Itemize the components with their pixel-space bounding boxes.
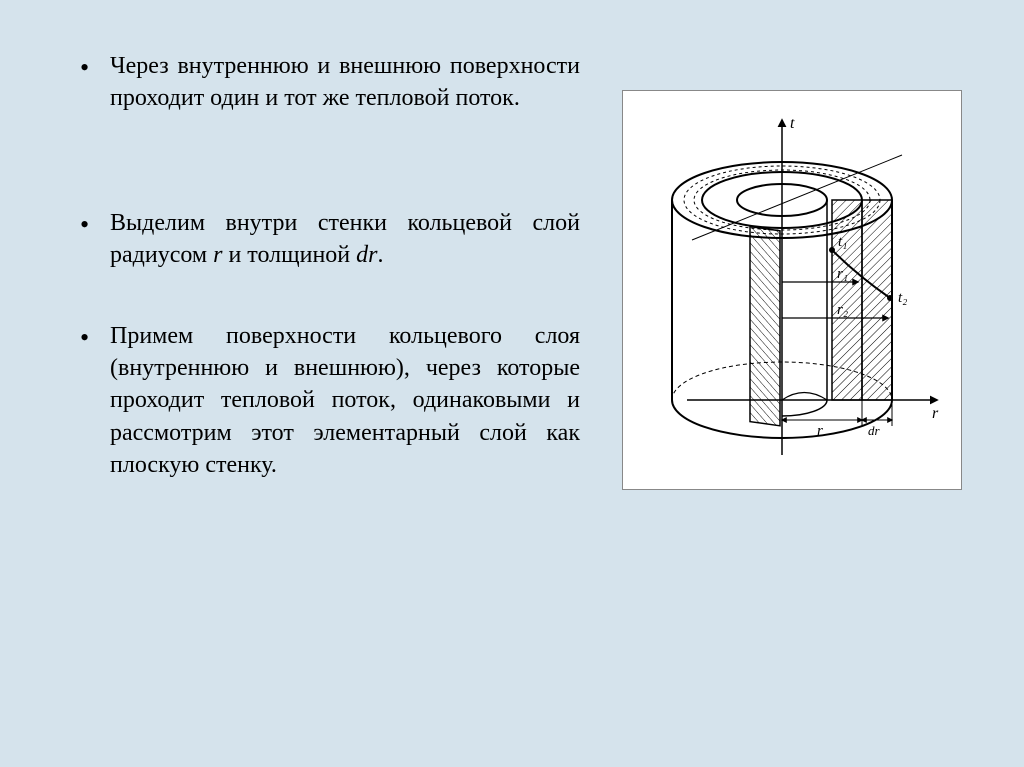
bullet-text-1: Через внутреннюю и внешнюю поверхности п…	[110, 53, 580, 111]
label-t2: t₂	[898, 290, 907, 306]
axis-label-t: t	[790, 115, 795, 132]
bullet-text-2: Выделим внутри стенки кольцевой слой рад…	[110, 210, 580, 268]
cylinder-diagram-icon: t r t₁ t₂ r₁ r₂ r	[632, 100, 952, 480]
label-r1: r₁	[837, 266, 848, 282]
label-dr: dr	[868, 423, 881, 438]
label-r2: r₂	[837, 302, 848, 318]
bullet-item-2: Выделим внутри стенки кольцевой слой рад…	[70, 207, 580, 272]
figure-column: t r t₁ t₂ r₁ r₂ r	[600, 50, 984, 490]
label-r: r	[817, 423, 823, 439]
bullet-item-1: Через внутреннюю и внешнюю поверхности п…	[70, 50, 580, 115]
text-column: Через внутреннюю и внешнюю поверхности п…	[70, 50, 600, 482]
bullet-list: Через внутреннюю и внешнюю поверхности п…	[70, 50, 580, 482]
label-t1: t₁	[838, 234, 847, 250]
figure-box: t r t₁ t₂ r₁ r₂ r	[622, 90, 962, 490]
axis-label-r: r	[932, 405, 939, 422]
slide: Через внутреннюю и внешнюю поверхности п…	[0, 0, 1024, 767]
bullet-item-3: Примем поверхности кольцевого слоя (внут…	[70, 320, 580, 482]
bullet-text-3: Примем поверхности кольцевого слоя (внут…	[110, 323, 580, 479]
